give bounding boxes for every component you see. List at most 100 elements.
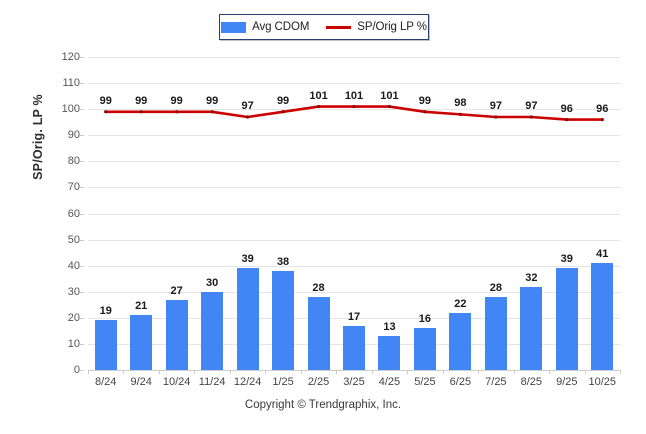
y-axis-tickmark [80,161,84,163]
bar-avg-cdom[interactable] [449,312,472,370]
gridline [88,135,620,137]
bar-avg-cdom[interactable] [520,286,543,370]
line-marker[interactable] [352,104,356,109]
legend-item-sp-orig-lp[interactable]: SP/Orig LP % [326,21,427,33]
line-marker[interactable] [529,115,533,119]
bar-value-label: 41 [596,248,609,261]
y-axis-tick-label: 20 [67,311,80,324]
x-axis-tickmark [265,370,267,374]
line-marker[interactable] [494,115,498,119]
line-marker[interactable] [246,115,250,119]
y-axis-tickmark [80,187,84,189]
bar-value-label: 27 [170,284,183,297]
line-value-label: 101 [309,89,328,102]
x-axis-tick-label: 12/24 [233,376,262,388]
y-axis-tick-label: 70 [67,181,80,194]
x-axis-tickmark [194,370,196,374]
gridline [88,83,620,85]
bar-value-label: 22 [454,297,467,310]
line-marker[interactable] [281,110,285,114]
line-marker[interactable] [600,118,604,122]
bar-avg-cdom[interactable] [201,291,224,370]
bar-avg-cdom[interactable] [343,325,365,370]
y-axis-title: SP/Orig. LP % [31,94,45,180]
x-axis-tickmark [123,370,125,374]
bar-avg-cdom[interactable] [378,336,401,370]
gridline [88,161,620,163]
bar-value-label: 39 [560,253,573,266]
plot-area: 19 21 27 30 39 38 28 17 13 16 22 28 32 39 41 99 99 99 99 97… [88,57,620,371]
y-axis-tickmark [80,83,84,85]
bar-avg-cdom[interactable] [236,268,259,370]
line-value-label: 99 [135,94,148,107]
x-axis-tick-label: 4/25 [378,376,401,388]
x-axis-tickmark [88,370,89,374]
y-axis-tickmark [80,213,84,215]
line-value-label: 97 [525,99,538,112]
line-marker[interactable] [210,110,214,114]
line-marker[interactable] [387,104,392,109]
y-axis-tickmark [80,239,84,241]
bar-avg-cdom[interactable] [307,296,330,370]
line-marker[interactable] [316,104,321,109]
bar-avg-cdom[interactable] [165,299,188,370]
line-marker[interactable] [423,110,427,114]
x-axis-tickmark [478,370,480,374]
line-series-sp-orig-lp [104,104,604,122]
legend-label-sp-orig-lp: SP/Orig LP % [357,21,427,33]
legend-item-avg-cdom[interactable]: Avg CDOM [221,21,309,33]
bar-value-label: 28 [312,281,325,294]
x-axis-tickmark [407,370,409,374]
bar-avg-cdom[interactable] [591,263,614,370]
gridline [88,187,620,189]
x-axis-tickmark [371,370,373,374]
line-marker[interactable] [565,118,569,122]
x-axis-tickmark [300,370,302,374]
bar-avg-cdom[interactable] [484,296,507,370]
bar-avg-cdom[interactable] [555,268,578,370]
line-value-label: 97 [489,99,502,112]
x-axis-tickmark [158,370,160,374]
y-axis-tick-label: 90 [67,129,80,142]
x-axis-tick-label: 9/25 [556,376,578,388]
x-axis-tickmark [584,370,586,374]
legend-label-avg-cdom: Avg CDOM [252,21,310,33]
y-axis-tickmark [80,291,84,293]
line-value-label: 96 [596,102,609,115]
gridline [88,317,620,319]
bar-value-label: 30 [206,276,219,289]
x-axis-tickmark [229,370,231,374]
line-value-label: 99 [276,94,290,107]
chart-legend: Avg CDOM SP/Orig LP % [219,14,429,40]
line-marker[interactable] [104,110,108,114]
line-marker[interactable] [175,110,179,114]
y-axis-tickmark [80,265,84,267]
gridline [88,239,620,241]
line-value-label: 99 [99,94,112,107]
bar-avg-cdom[interactable] [94,320,117,370]
y-axis-tickmark [80,317,84,319]
gridline [88,291,620,293]
y-axis-tick-label: 110 [62,77,80,90]
bar-value-label: 16 [418,313,432,326]
line-marker[interactable] [458,112,462,116]
y-axis-tickmark [80,343,84,345]
y-axis-tickmark [80,57,84,58]
x-axis-tick-label: 10/24 [162,376,191,388]
line-value-label: 101 [380,89,399,102]
bar-swatch-icon [221,21,247,33]
bar-value-label: 32 [525,271,538,284]
bar-avg-cdom[interactable] [130,315,153,370]
y-axis-tick-label: 30 [67,285,80,298]
x-axis-tick-label: 11/24 [198,376,226,388]
bar-avg-cdom[interactable] [272,270,295,370]
y-axis-tick-label: 0 [73,364,80,376]
line-swatch-icon [326,25,352,29]
line-value-label: 99 [418,94,432,107]
bar-avg-cdom[interactable] [413,328,436,370]
line-marker[interactable] [139,110,143,114]
x-axis-tick-label: 8/24 [95,376,117,388]
x-axis-tick-label: 5/25 [414,376,436,388]
y-axis-tick-label: 120 [61,51,80,63]
